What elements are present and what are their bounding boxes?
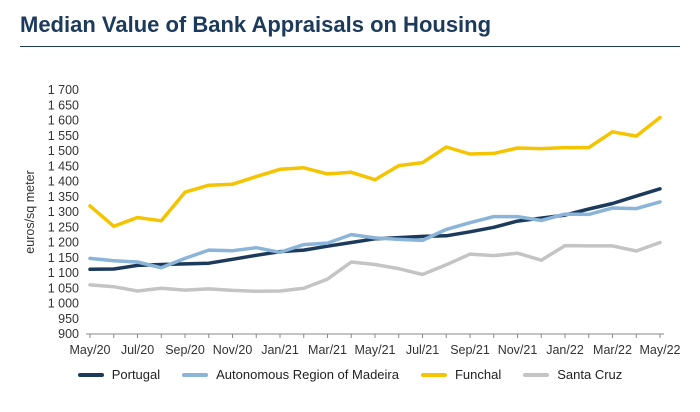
legend-swatch <box>420 372 447 377</box>
legend-swatch <box>77 372 104 377</box>
y-axis-title: euros/sq meter <box>23 170 37 253</box>
legend-label: Portugal <box>111 367 161 382</box>
y-tick-label: 1 250 <box>48 220 79 234</box>
y-tick-label: 950 <box>58 312 79 326</box>
legend-item-autonomous-region-of-madeira: Autonomous Region of Madeira <box>182 367 399 382</box>
legend-item-portugal: Portugal <box>77 367 161 382</box>
legend: Portugal Autonomous Region of Madeira Func… <box>0 367 700 382</box>
title-divider <box>20 46 680 47</box>
series-line-portugal <box>88 187 662 272</box>
x-tick-label: Jan/21 <box>261 343 299 357</box>
y-tick-label: 1 400 <box>48 175 79 189</box>
y-tick-label: 1 450 <box>48 159 79 173</box>
series-lines <box>88 115 662 294</box>
chart-title: Median Value of Bank Appraisals on Housi… <box>20 12 492 37</box>
series-line-autonomous-region-of-madeira <box>88 200 662 270</box>
legend-label: Funchal <box>454 367 502 382</box>
y-tick-label: 1 200 <box>48 236 79 250</box>
x-tick-label: Mar/21 <box>308 343 347 357</box>
x-tick-label: Jan/22 <box>546 343 584 357</box>
x-tick-label: Mar/22 <box>593 343 632 357</box>
legend-swatch <box>182 372 209 377</box>
y-tick-label: 900 <box>58 327 79 341</box>
y-tick-label: 1 050 <box>48 281 79 295</box>
series-line-funchal <box>88 115 662 229</box>
y-tick-label: 1 300 <box>48 205 79 219</box>
legend-label: Autonomous Region of Madeira <box>216 367 399 382</box>
legend-item-funchal: Funchal <box>420 367 502 382</box>
x-tick-label: May/22 <box>640 343 681 357</box>
y-tick-label: 1 650 <box>48 98 79 112</box>
x-tick-label: Nov/21 <box>498 343 538 357</box>
x-tick-label: Sep/20 <box>165 343 205 357</box>
x-tick-label: May/21 <box>355 343 396 357</box>
y-tick-label: 1 000 <box>48 297 79 311</box>
x-tick-label: Jul/21 <box>406 343 439 357</box>
y-tick-label: 1 150 <box>48 251 79 265</box>
y-tick-label: 1 600 <box>48 114 79 128</box>
y-tick-label: 1 100 <box>48 266 79 280</box>
x-tick-label: Sep/21 <box>450 343 490 357</box>
legend-swatch <box>523 372 550 377</box>
y-tick-label: 1 500 <box>48 144 79 158</box>
y-tick-label: 1 700 <box>48 83 79 97</box>
legend-item-santa-cruz: Santa Cruz <box>523 367 622 382</box>
x-axis: May/20 Jul/20 Sep/20 Nov/20 Jan/21 Mar/21 May/… <box>70 333 681 357</box>
y-tick-label: 1 350 <box>48 190 79 204</box>
x-tick-label: May/20 <box>70 343 111 357</box>
series-line-santa-cruz <box>88 240 662 294</box>
x-tick-label: Jul/20 <box>121 343 154 357</box>
legend-label: Santa Cruz <box>557 367 623 382</box>
x-tick-label: Nov/20 <box>213 343 253 357</box>
y-tick-label: 1 550 <box>48 129 79 143</box>
